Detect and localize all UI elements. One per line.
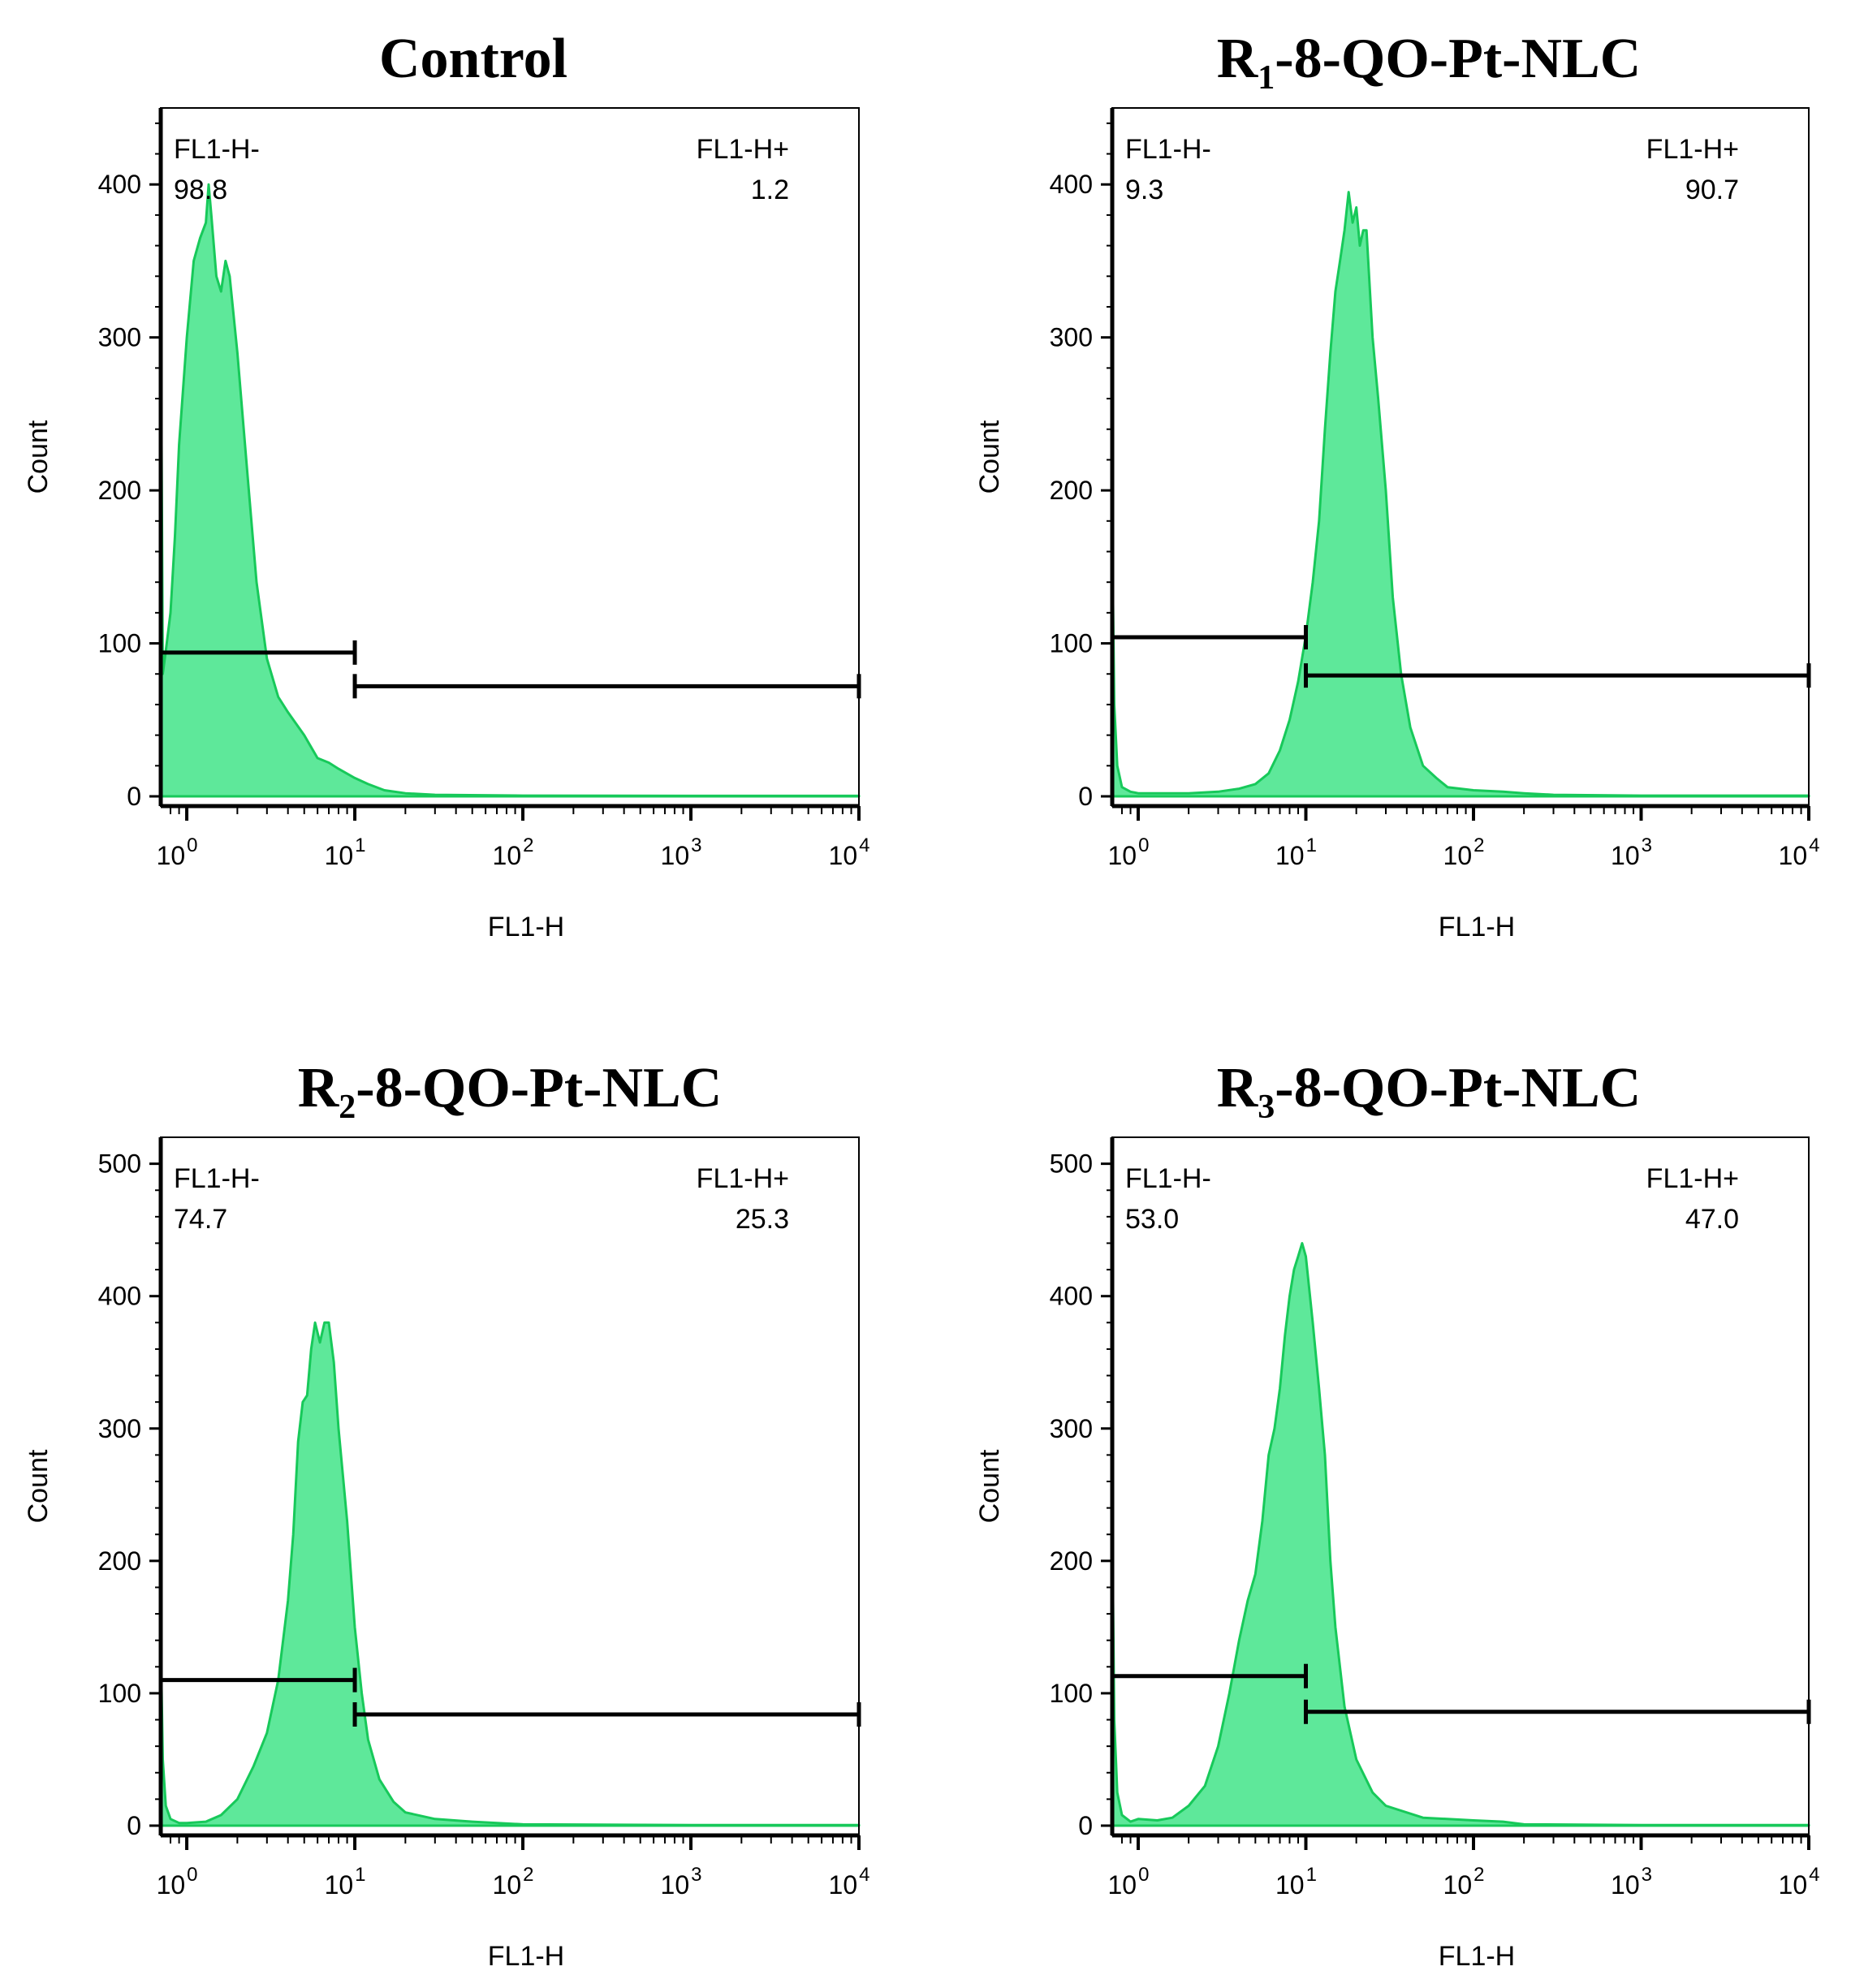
panel-r3: R3-8-QO-Pt-NLC 0 100 200 300 400 500 100 101 102… [974, 1057, 1819, 1972]
histogram-area [159, 183, 861, 798]
x-tick-label: 103 [1611, 834, 1652, 870]
x-tick-label: 104 [1779, 1864, 1820, 1900]
x-tick-label: 101 [325, 1864, 366, 1900]
axis-ticks: 0 100 200 300 400 500 100 101 102 103 104 [98, 1137, 870, 1900]
panel-control: Control 0 100 200 300 400 100 101 102 103 104 FL1… [23, 28, 869, 942]
y-tick-label: 0 [1078, 782, 1093, 811]
x-tick-label: 101 [325, 834, 366, 870]
axis-ticks: 0 100 200 300 400 500 100 101 102 103 104 [1050, 1137, 1820, 1900]
gate-neg-label: FL1-H- [1125, 134, 1211, 165]
panel-title: Control [379, 28, 567, 90]
y-tick-label: 0 [1078, 1811, 1093, 1840]
y-tick-label: 100 [98, 629, 141, 658]
gate-markers [1112, 1663, 1811, 1724]
x-tick-label: 103 [1611, 1864, 1652, 1900]
x-tick-label: 101 [1275, 1864, 1317, 1900]
gate-pos-label: FL1-H+ [1646, 134, 1739, 165]
histogram-area [159, 1321, 861, 1827]
x-tick-label: 103 [661, 1864, 702, 1900]
y-tick-label: 300 [1050, 323, 1093, 352]
x-tick-label: 103 [661, 834, 702, 870]
y-tick-label: 100 [98, 1679, 141, 1708]
x-tick-label: 100 [1108, 1864, 1150, 1900]
y-tick-label: 100 [1050, 1679, 1093, 1708]
axis-ticks: 0 100 200 300 400 100 101 102 103 104 [98, 108, 870, 870]
x-tick-label: 101 [1275, 834, 1317, 870]
gate-pos-value: 90.7 [1685, 175, 1739, 205]
y-axis-label: Count [974, 420, 1005, 494]
gate-pos-value: 25.3 [736, 1204, 789, 1235]
gate-pos-label: FL1-H+ [1646, 1163, 1739, 1194]
panel-title: R3-8-QO-Pt-NLC [1217, 1057, 1642, 1126]
gate-neg-value: 74.7 [174, 1204, 227, 1235]
x-tick-label: 104 [829, 1864, 870, 1900]
x-tick-label: 100 [157, 1864, 198, 1900]
x-tick-label: 102 [1443, 834, 1485, 870]
y-tick-label: 500 [1050, 1149, 1093, 1179]
y-tick-label: 300 [1050, 1414, 1093, 1443]
plot-frame [1111, 107, 1810, 807]
x-tick-label: 104 [1779, 834, 1820, 870]
gate-pos-label: FL1-H+ [697, 134, 789, 165]
y-tick-label: 300 [98, 323, 141, 352]
x-tick-label: 100 [1108, 834, 1150, 870]
x-tick-label: 102 [493, 1864, 534, 1900]
gate-neg-label: FL1-H- [174, 134, 260, 165]
plot-frame [1111, 1136, 1810, 1836]
x-tick-label: 102 [493, 834, 534, 870]
y-tick-label: 300 [98, 1414, 141, 1443]
y-axis-label: Count [23, 420, 54, 494]
y-tick-label: 400 [1050, 170, 1093, 199]
gate-neg-value: 9.3 [1125, 175, 1163, 205]
y-tick-label: 200 [1050, 476, 1093, 505]
gate-pos-value: 1.2 [751, 175, 789, 205]
x-axis-label: FL1-H [488, 912, 564, 942]
panel-r1: R1-8-QO-Pt-NLC 0 100 200 300 400 100 101 102 103… [974, 28, 1819, 942]
y-tick-label: 500 [98, 1149, 141, 1179]
y-tick-label: 100 [1050, 629, 1093, 658]
gate-markers [161, 640, 861, 699]
y-tick-label: 0 [127, 782, 141, 811]
gate-neg-value: 98.8 [174, 175, 227, 205]
axis-ticks: 0 100 200 300 400 100 101 102 103 104 [1050, 108, 1820, 870]
y-axis-label: Count [974, 1449, 1005, 1523]
panel-r2: R2-8-QO-Pt-NLC 0 100 200 300 400 500 100 101 102… [23, 1057, 869, 1972]
y-tick-label: 400 [1050, 1282, 1093, 1311]
y-tick-label: 200 [1050, 1546, 1093, 1576]
x-axis-label: FL1-H [488, 1941, 564, 1972]
x-tick-label: 100 [157, 834, 198, 870]
y-tick-label: 400 [98, 170, 141, 199]
gate-pos-value: 47.0 [1685, 1204, 1739, 1235]
histogram-area [1111, 191, 1810, 798]
x-tick-label: 104 [829, 834, 870, 870]
gate-markers [161, 1667, 861, 1727]
panel-title: R1-8-QO-Pt-NLC [1217, 28, 1642, 97]
gate-neg-label: FL1-H- [174, 1163, 260, 1194]
x-axis-label: FL1-H [1439, 912, 1515, 942]
x-axis-label: FL1-H [1439, 1941, 1515, 1972]
histogram-area [1111, 1242, 1810, 1827]
y-axis-label: Count [23, 1449, 54, 1523]
plot-frame [160, 1136, 860, 1836]
y-tick-label: 200 [98, 476, 141, 505]
gate-neg-value: 53.0 [1125, 1204, 1179, 1235]
gate-markers [1112, 625, 1811, 688]
gate-neg-label: FL1-H- [1125, 1163, 1211, 1194]
y-tick-label: 400 [98, 1282, 141, 1311]
y-tick-label: 0 [127, 1811, 141, 1840]
y-tick-label: 200 [98, 1546, 141, 1576]
gate-pos-label: FL1-H+ [697, 1163, 789, 1194]
x-tick-label: 102 [1443, 1864, 1485, 1900]
panel-title: R2-8-QO-Pt-NLC [298, 1057, 723, 1126]
